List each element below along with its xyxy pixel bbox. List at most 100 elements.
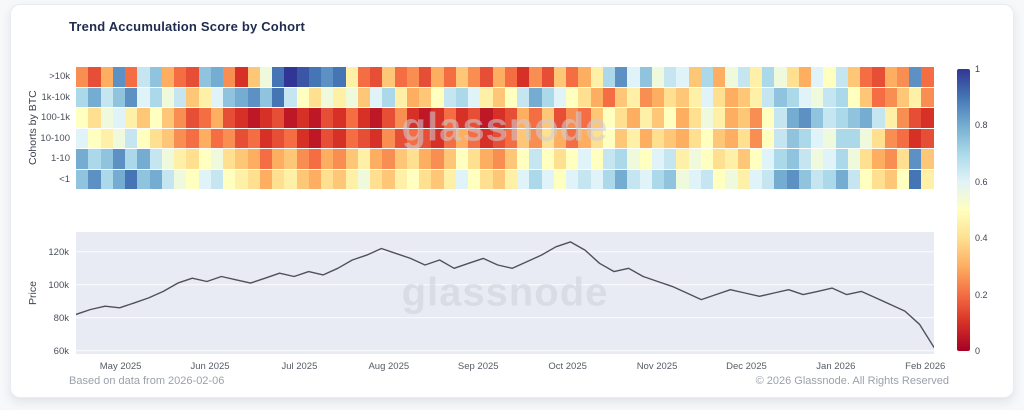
heatmap-cell (774, 169, 787, 189)
heatmap-cell (713, 108, 726, 128)
heatmap-cell (186, 128, 199, 148)
heatmap-cell (186, 87, 199, 107)
heatmap-cell (676, 87, 689, 107)
heatmap-row[interactable] (76, 108, 934, 128)
heatmap-cell (492, 169, 505, 189)
heatmap-cell (382, 149, 395, 169)
heatmap-cell (811, 108, 824, 128)
heatmap-cell (725, 67, 738, 87)
heatmap-cell (651, 128, 664, 148)
heatmap-cell (198, 87, 211, 107)
heatmap-cell (468, 149, 481, 169)
heatmap-cell (700, 149, 713, 169)
heatmap-cell (125, 169, 138, 189)
heatmap-cell (308, 108, 321, 128)
heatmap-cell (676, 169, 689, 189)
heatmap-cell (480, 67, 493, 87)
heatmap-cell (382, 128, 395, 148)
heatmap-cell (333, 108, 346, 128)
heatmap-cell (860, 128, 873, 148)
heatmap-cell (651, 87, 664, 107)
heatmap-cell (872, 67, 885, 87)
heatmap-cell (921, 87, 934, 107)
heatmap-cell (615, 169, 628, 189)
heatmap-plot[interactable]: glassnode (76, 67, 934, 189)
heatmap-cell (590, 67, 603, 87)
heatmap-cell (296, 128, 309, 148)
heatmap-cell (602, 169, 615, 189)
heatmap-cell (394, 128, 407, 148)
heatmap-cell (566, 108, 579, 128)
heatmap-cell (627, 108, 640, 128)
heatmap-row[interactable] (76, 149, 934, 169)
heatmap-cell (223, 87, 236, 107)
heatmap-cell (737, 87, 750, 107)
heatmap-cell (541, 67, 554, 87)
heatmap-cell (174, 87, 187, 107)
heatmap-cell (100, 149, 113, 169)
heatmap-cell (504, 128, 517, 148)
heatmap-cell (541, 128, 554, 148)
heatmap-cell (235, 128, 248, 148)
heatmap-cell (198, 108, 211, 128)
heatmap-cell (284, 67, 297, 87)
heatmap-cell (394, 67, 407, 87)
heatmap-cell (100, 169, 113, 189)
heatmap-cell (419, 169, 432, 189)
x-tick-label: Aug 2025 (368, 361, 410, 372)
heatmap-cell (370, 67, 383, 87)
heatmap-cell (529, 87, 542, 107)
heatmap-cell (174, 128, 187, 148)
heatmap-cell (884, 67, 897, 87)
heatmap-cell (272, 67, 285, 87)
heatmap-cell (223, 169, 236, 189)
heatmap-cell (676, 149, 689, 169)
heatmap-cell (639, 169, 652, 189)
heatmap-cell (370, 87, 383, 107)
heatmap-cell (590, 108, 603, 128)
price-plot[interactable]: glassnode (76, 232, 934, 354)
heatmap-cell (847, 87, 860, 107)
heatmap-cell (186, 169, 199, 189)
heatmap-row-labels: >10k 1k-10k 100-1k 10-100 1-10 <1 (39, 67, 73, 189)
heatmap-cell (296, 169, 309, 189)
heatmap-cell (541, 108, 554, 128)
heatmap-cell (909, 149, 922, 169)
heatmap-cell (431, 149, 444, 169)
x-tick-label: Feb 2026 (905, 361, 946, 372)
heatmap-cell (161, 87, 174, 107)
heatmap-cell (590, 149, 603, 169)
heatmap-cell (847, 108, 860, 128)
heatmap-cell (468, 128, 481, 148)
price-y-tick-labels: 120k 100k 80k 60k (35, 232, 73, 357)
x-tick-label: Jun 2025 (190, 361, 230, 372)
heatmap-cell (529, 108, 542, 128)
heatmap-cell (100, 87, 113, 107)
heatmap-cell (259, 108, 272, 128)
heatmap-cell (504, 108, 517, 128)
heatmap-cell (541, 169, 554, 189)
x-tick-label: Dec 2025 (726, 361, 767, 372)
heatmap-cell (76, 87, 89, 107)
heatmap-cell (88, 87, 101, 107)
heatmap-cell (88, 128, 101, 148)
heatmap-cell (811, 87, 824, 107)
heatmap-cell (749, 169, 762, 189)
heatmap-cell (725, 149, 738, 169)
heatmap-cell (627, 87, 640, 107)
heatmap-cell (223, 149, 236, 169)
heatmap-cell (639, 67, 652, 87)
heatmap-cell (798, 169, 811, 189)
heatmap-cell (492, 108, 505, 128)
heatmap-cell (749, 128, 762, 148)
heatmap-cell (896, 87, 909, 107)
heatmap-row[interactable] (76, 87, 934, 107)
heatmap-cell (774, 87, 787, 107)
heatmap-cell (480, 149, 493, 169)
heatmap-row[interactable] (76, 67, 934, 87)
heatmap-row[interactable] (76, 169, 934, 189)
heatmap-cell (321, 108, 334, 128)
heatmap-row[interactable] (76, 128, 934, 148)
heatmap-cell (443, 128, 456, 148)
heatmap-cell (749, 108, 762, 128)
